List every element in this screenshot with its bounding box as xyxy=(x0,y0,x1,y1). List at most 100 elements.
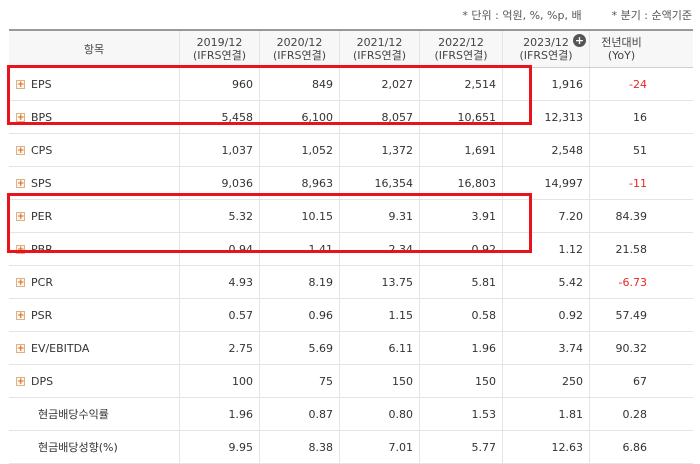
value-cell: 0.92 xyxy=(502,299,589,331)
expand-icon[interactable]: + xyxy=(16,145,25,156)
value-cell: 12,313 xyxy=(502,101,589,133)
value-cell: 7.01 xyxy=(339,431,419,463)
row-label-text: 현금배당성향(%) xyxy=(38,441,118,454)
expand-icon[interactable]: + xyxy=(16,178,25,189)
row-label-text: PSR xyxy=(31,308,53,322)
expand-icon[interactable]: + xyxy=(16,310,25,321)
value-cell: 3.91 xyxy=(419,200,502,232)
value-cell: 960 xyxy=(179,68,259,100)
value-cell: 5.69 xyxy=(259,332,339,364)
table-row: + PBR 0.94 1.41 2.34 0.92 1.12 21.58 xyxy=(9,233,693,266)
yoy-cell: 90.32 xyxy=(589,332,653,364)
value-cell: 0.92 xyxy=(419,233,502,265)
table-body: + EPS 960 849 2,027 2,514 1,916 -24 + BPS 5,458 6,1… xyxy=(9,68,693,464)
add-column-icon[interactable]: + xyxy=(573,34,586,47)
value-cell: 849 xyxy=(259,68,339,100)
value-cell: 5.81 xyxy=(419,266,502,298)
value-cell: 2,514 xyxy=(419,68,502,100)
yoy-cell: -6.73 xyxy=(589,266,653,298)
header-year-2022: 2022/12 (IFRS연결) xyxy=(419,31,502,67)
value-cell: 6.11 xyxy=(339,332,419,364)
value-cell: 8,963 xyxy=(259,167,339,199)
row-label[interactable]: + DPS xyxy=(9,365,179,397)
row-label-text: DPS xyxy=(31,374,54,388)
expand-icon[interactable]: + xyxy=(16,277,25,288)
value-cell: 5,458 xyxy=(179,101,259,133)
row-label: 현금배당성향(%) xyxy=(9,431,179,463)
row-label[interactable]: + EPS xyxy=(9,68,179,100)
yoy-cell: 16 xyxy=(589,101,653,133)
row-label-text: PCR xyxy=(31,275,53,289)
financial-ratio-table: 항목 2019/12 (IFRS연결) 2020/12 (IFRS연결) 202… xyxy=(9,29,693,464)
header-year-2023: 2023/12 (IFRS연결) + xyxy=(502,31,589,67)
period-note: * 분기 : 순액기준 xyxy=(611,9,692,22)
value-cell: 13.75 xyxy=(339,266,419,298)
value-cell: 150 xyxy=(339,365,419,397)
yoy-cell: 0.28 xyxy=(589,398,653,430)
table-row: 현금배당수익률 1.96 0.87 0.80 1.53 1.81 0.28 xyxy=(9,398,693,431)
table-row: + CPS 1,037 1,052 1,372 1,691 2,548 51 xyxy=(9,134,693,167)
row-label[interactable]: + CPS xyxy=(9,134,179,166)
value-cell: 1.96 xyxy=(179,398,259,430)
expand-icon[interactable]: + xyxy=(16,211,25,222)
row-label-text: PER xyxy=(31,209,53,223)
value-cell: 16,354 xyxy=(339,167,419,199)
row-label[interactable]: + SPS xyxy=(9,167,179,199)
value-cell: 0.80 xyxy=(339,398,419,430)
value-cell: 2.75 xyxy=(179,332,259,364)
row-label[interactable]: + EV/EBITDA xyxy=(9,332,179,364)
yoy-cell: 21.58 xyxy=(589,233,653,265)
header-yoy: 전년대비 (YoY) xyxy=(589,31,653,67)
expand-icon[interactable]: + xyxy=(16,376,25,387)
row-label[interactable]: + PER xyxy=(9,200,179,232)
row-label[interactable]: + PSR xyxy=(9,299,179,331)
value-cell: 1.53 xyxy=(419,398,502,430)
table-row: + BPS 5,458 6,100 8,057 10,651 12,313 16 xyxy=(9,101,693,134)
value-cell: 1.96 xyxy=(419,332,502,364)
value-cell: 1,916 xyxy=(502,68,589,100)
table-header: 항목 2019/12 (IFRS연결) 2020/12 (IFRS연결) 202… xyxy=(9,29,693,68)
row-label[interactable]: + PBR xyxy=(9,233,179,265)
expand-icon[interactable]: + xyxy=(16,112,25,123)
value-cell: 8.38 xyxy=(259,431,339,463)
table-row: + SPS 9,036 8,963 16,354 16,803 14,997 -11 xyxy=(9,167,693,200)
value-cell: 2,027 xyxy=(339,68,419,100)
value-cell: 150 xyxy=(419,365,502,397)
value-cell: 7.20 xyxy=(502,200,589,232)
yoy-cell: 84.39 xyxy=(589,200,653,232)
value-cell: 2.34 xyxy=(339,233,419,265)
value-cell: 75 xyxy=(259,365,339,397)
table-row: + PSR 0.57 0.96 1.15 0.58 0.92 57.49 xyxy=(9,299,693,332)
value-cell: 0.58 xyxy=(419,299,502,331)
row-label: 현금배당수익률 xyxy=(9,398,179,430)
row-label-text: EPS xyxy=(31,77,52,91)
table-row: + DPS 100 75 150 150 250 67 xyxy=(9,365,693,398)
expand-icon[interactable]: + xyxy=(16,244,25,255)
yoy-cell: 51 xyxy=(589,134,653,166)
value-cell: 8,057 xyxy=(339,101,419,133)
yoy-cell: -24 xyxy=(589,68,653,100)
expand-icon[interactable]: + xyxy=(16,79,25,90)
row-label[interactable]: + PCR xyxy=(9,266,179,298)
header-year-2020: 2020/12 (IFRS연결) xyxy=(259,31,339,67)
table-notes: * 단위 : 억원, %, %p, 배 * 분기 : 순액기준 xyxy=(462,7,692,23)
value-cell: 6,100 xyxy=(259,101,339,133)
row-label-text: BPS xyxy=(31,110,53,124)
yoy-cell: 67 xyxy=(589,365,653,397)
row-label[interactable]: + BPS xyxy=(9,101,179,133)
header-label: 항목 xyxy=(83,42,105,56)
table-row: + EV/EBITDA 2.75 5.69 6.11 1.96 3.74 90.32 xyxy=(9,332,693,365)
row-label-text: 현금배당수익률 xyxy=(38,408,109,421)
table-row: + PCR 4.93 8.19 13.75 5.81 5.42 -6.73 xyxy=(9,266,693,299)
value-cell: 4.93 xyxy=(179,266,259,298)
value-cell: 3.74 xyxy=(502,332,589,364)
value-cell: 250 xyxy=(502,365,589,397)
row-label-text: PBR xyxy=(31,242,53,256)
value-cell: 2,548 xyxy=(502,134,589,166)
value-cell: 1,372 xyxy=(339,134,419,166)
yoy-cell: -11 xyxy=(589,167,653,199)
value-cell: 12.63 xyxy=(502,431,589,463)
value-cell: 0.96 xyxy=(259,299,339,331)
value-cell: 0.87 xyxy=(259,398,339,430)
expand-icon[interactable]: + xyxy=(16,343,25,354)
